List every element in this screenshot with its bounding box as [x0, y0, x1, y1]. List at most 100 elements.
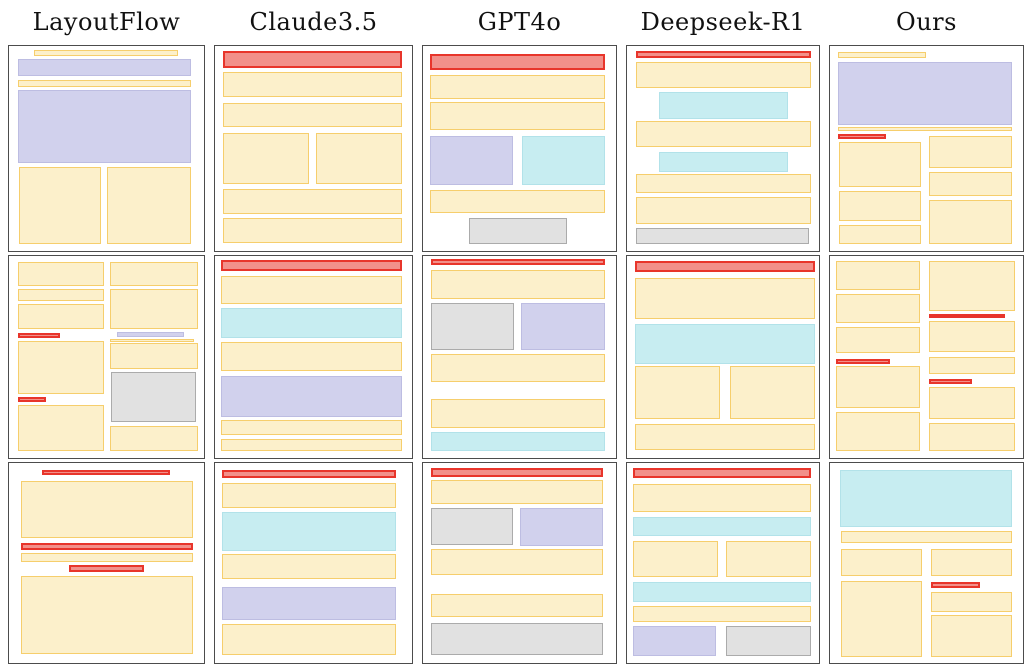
cyan-layout-box — [840, 470, 1013, 527]
layout-panel-row2-claude35 — [214, 255, 413, 459]
purple-layout-box — [429, 136, 514, 186]
yellow-layout-box — [430, 593, 604, 618]
yellow-layout-box — [841, 581, 922, 657]
yellow-layout-box — [635, 61, 811, 89]
yellow-layout-box — [841, 531, 1013, 543]
cyan-layout-box — [431, 432, 605, 452]
layout-panel-row2-layoutflow — [8, 255, 205, 459]
yellow-layout-box — [632, 541, 718, 577]
yellow-layout-box — [634, 277, 815, 320]
yellow-layout-box — [17, 288, 105, 301]
red-layout-box — [221, 260, 402, 271]
yellow-layout-box — [222, 623, 397, 655]
yellow-layout-box — [838, 191, 921, 222]
yellow-layout-box — [20, 552, 194, 562]
yellow-layout-box — [110, 262, 199, 287]
yellow-layout-box — [729, 366, 816, 420]
layout-panel-row1-deepseek-r1 — [626, 45, 820, 252]
cyan-layout-box — [522, 136, 606, 186]
yellow-layout-box — [17, 304, 105, 330]
red-layout-box — [17, 396, 46, 403]
column-label-text: LayoutFlow — [32, 8, 181, 36]
yellow-layout-box — [17, 80, 192, 88]
yellow-layout-box — [635, 121, 811, 147]
yellow-layout-box — [632, 606, 811, 622]
yellow-layout-box — [107, 166, 192, 244]
red-layout-box — [930, 582, 981, 588]
yellow-layout-box — [430, 549, 604, 575]
yellow-layout-box — [726, 541, 812, 577]
layout-panel-row3-gpt4o — [422, 462, 617, 664]
purple-layout-box — [17, 59, 192, 76]
yellow-layout-box — [838, 141, 921, 188]
yellow-layout-box — [635, 173, 811, 193]
column-label-text: Ours — [896, 8, 957, 36]
purple-layout-box — [837, 61, 1012, 125]
yellow-layout-box — [17, 262, 105, 287]
purple-layout-box — [520, 507, 604, 547]
yellow-layout-box — [930, 592, 1013, 612]
yellow-layout-box — [929, 172, 1012, 197]
yellow-layout-box — [429, 74, 606, 100]
red-layout-box — [429, 54, 606, 70]
yellow-layout-box — [632, 484, 811, 512]
cyan-layout-box — [632, 582, 811, 602]
cyan-layout-box — [222, 512, 397, 551]
yellow-layout-box — [222, 554, 397, 580]
red-layout-box — [69, 565, 144, 572]
layout-panel-row2-gpt4o — [422, 255, 617, 459]
red-layout-box — [635, 51, 811, 59]
yellow-layout-box — [110, 343, 199, 370]
yellow-layout-box — [221, 341, 402, 372]
column-label-text: GPT4o — [477, 8, 562, 36]
yellow-layout-box — [110, 288, 199, 329]
layout-panel-row3-ours — [829, 462, 1024, 664]
yellow-layout-box — [930, 615, 1013, 657]
yellow-layout-box — [929, 356, 1016, 374]
yellow-layout-box — [634, 366, 721, 420]
yellow-layout-box — [20, 576, 194, 654]
yellow-layout-box — [430, 479, 604, 504]
red-layout-box — [222, 470, 397, 478]
red-layout-box — [835, 359, 890, 365]
gray-layout-box — [110, 371, 197, 423]
red-layout-box — [17, 332, 61, 338]
red-layout-box — [837, 133, 886, 140]
cyan-layout-box — [658, 151, 789, 172]
cyan-layout-box — [221, 308, 402, 338]
yellow-layout-box — [221, 439, 402, 452]
yellow-layout-box — [929, 386, 1016, 419]
yellow-layout-box — [841, 549, 922, 576]
layout-panel-row2-deepseek-r1 — [626, 255, 820, 459]
cyan-layout-box — [632, 517, 811, 536]
column-label-text: Deepseek-R1 — [640, 8, 806, 36]
yellow-layout-box — [838, 225, 921, 245]
red-layout-box — [430, 468, 604, 477]
red-layout-box — [929, 378, 973, 384]
yellow-layout-box — [316, 132, 403, 184]
layout-panel-row3-deepseek-r1 — [626, 462, 820, 664]
red-layout-box — [929, 314, 1006, 319]
purple-layout-box — [222, 587, 397, 620]
layout-panel-row1-gpt4o — [422, 45, 617, 252]
yellow-layout-box — [930, 549, 1013, 576]
yellow-layout-box — [110, 339, 195, 343]
layout-panel-row2-ours — [829, 255, 1024, 459]
yellow-layout-box — [837, 51, 927, 58]
yellow-layout-box — [835, 327, 920, 354]
yellow-layout-box — [431, 269, 605, 299]
yellow-layout-box — [431, 398, 605, 429]
column-label-deepseek-r1: Deepseek-R1 — [626, 2, 820, 42]
yellow-layout-box — [17, 341, 105, 394]
purple-layout-box — [521, 303, 605, 350]
yellow-layout-box — [222, 483, 397, 509]
yellow-layout-box — [835, 366, 920, 408]
yellow-layout-box — [222, 72, 403, 97]
red-layout-box — [222, 51, 403, 68]
purple-layout-box — [221, 376, 402, 417]
yellow-layout-box — [929, 200, 1012, 245]
yellow-layout-box — [222, 103, 403, 127]
yellow-layout-box — [221, 275, 402, 305]
yellow-layout-box — [222, 188, 403, 215]
column-label-text: Claude3.5 — [249, 8, 378, 36]
